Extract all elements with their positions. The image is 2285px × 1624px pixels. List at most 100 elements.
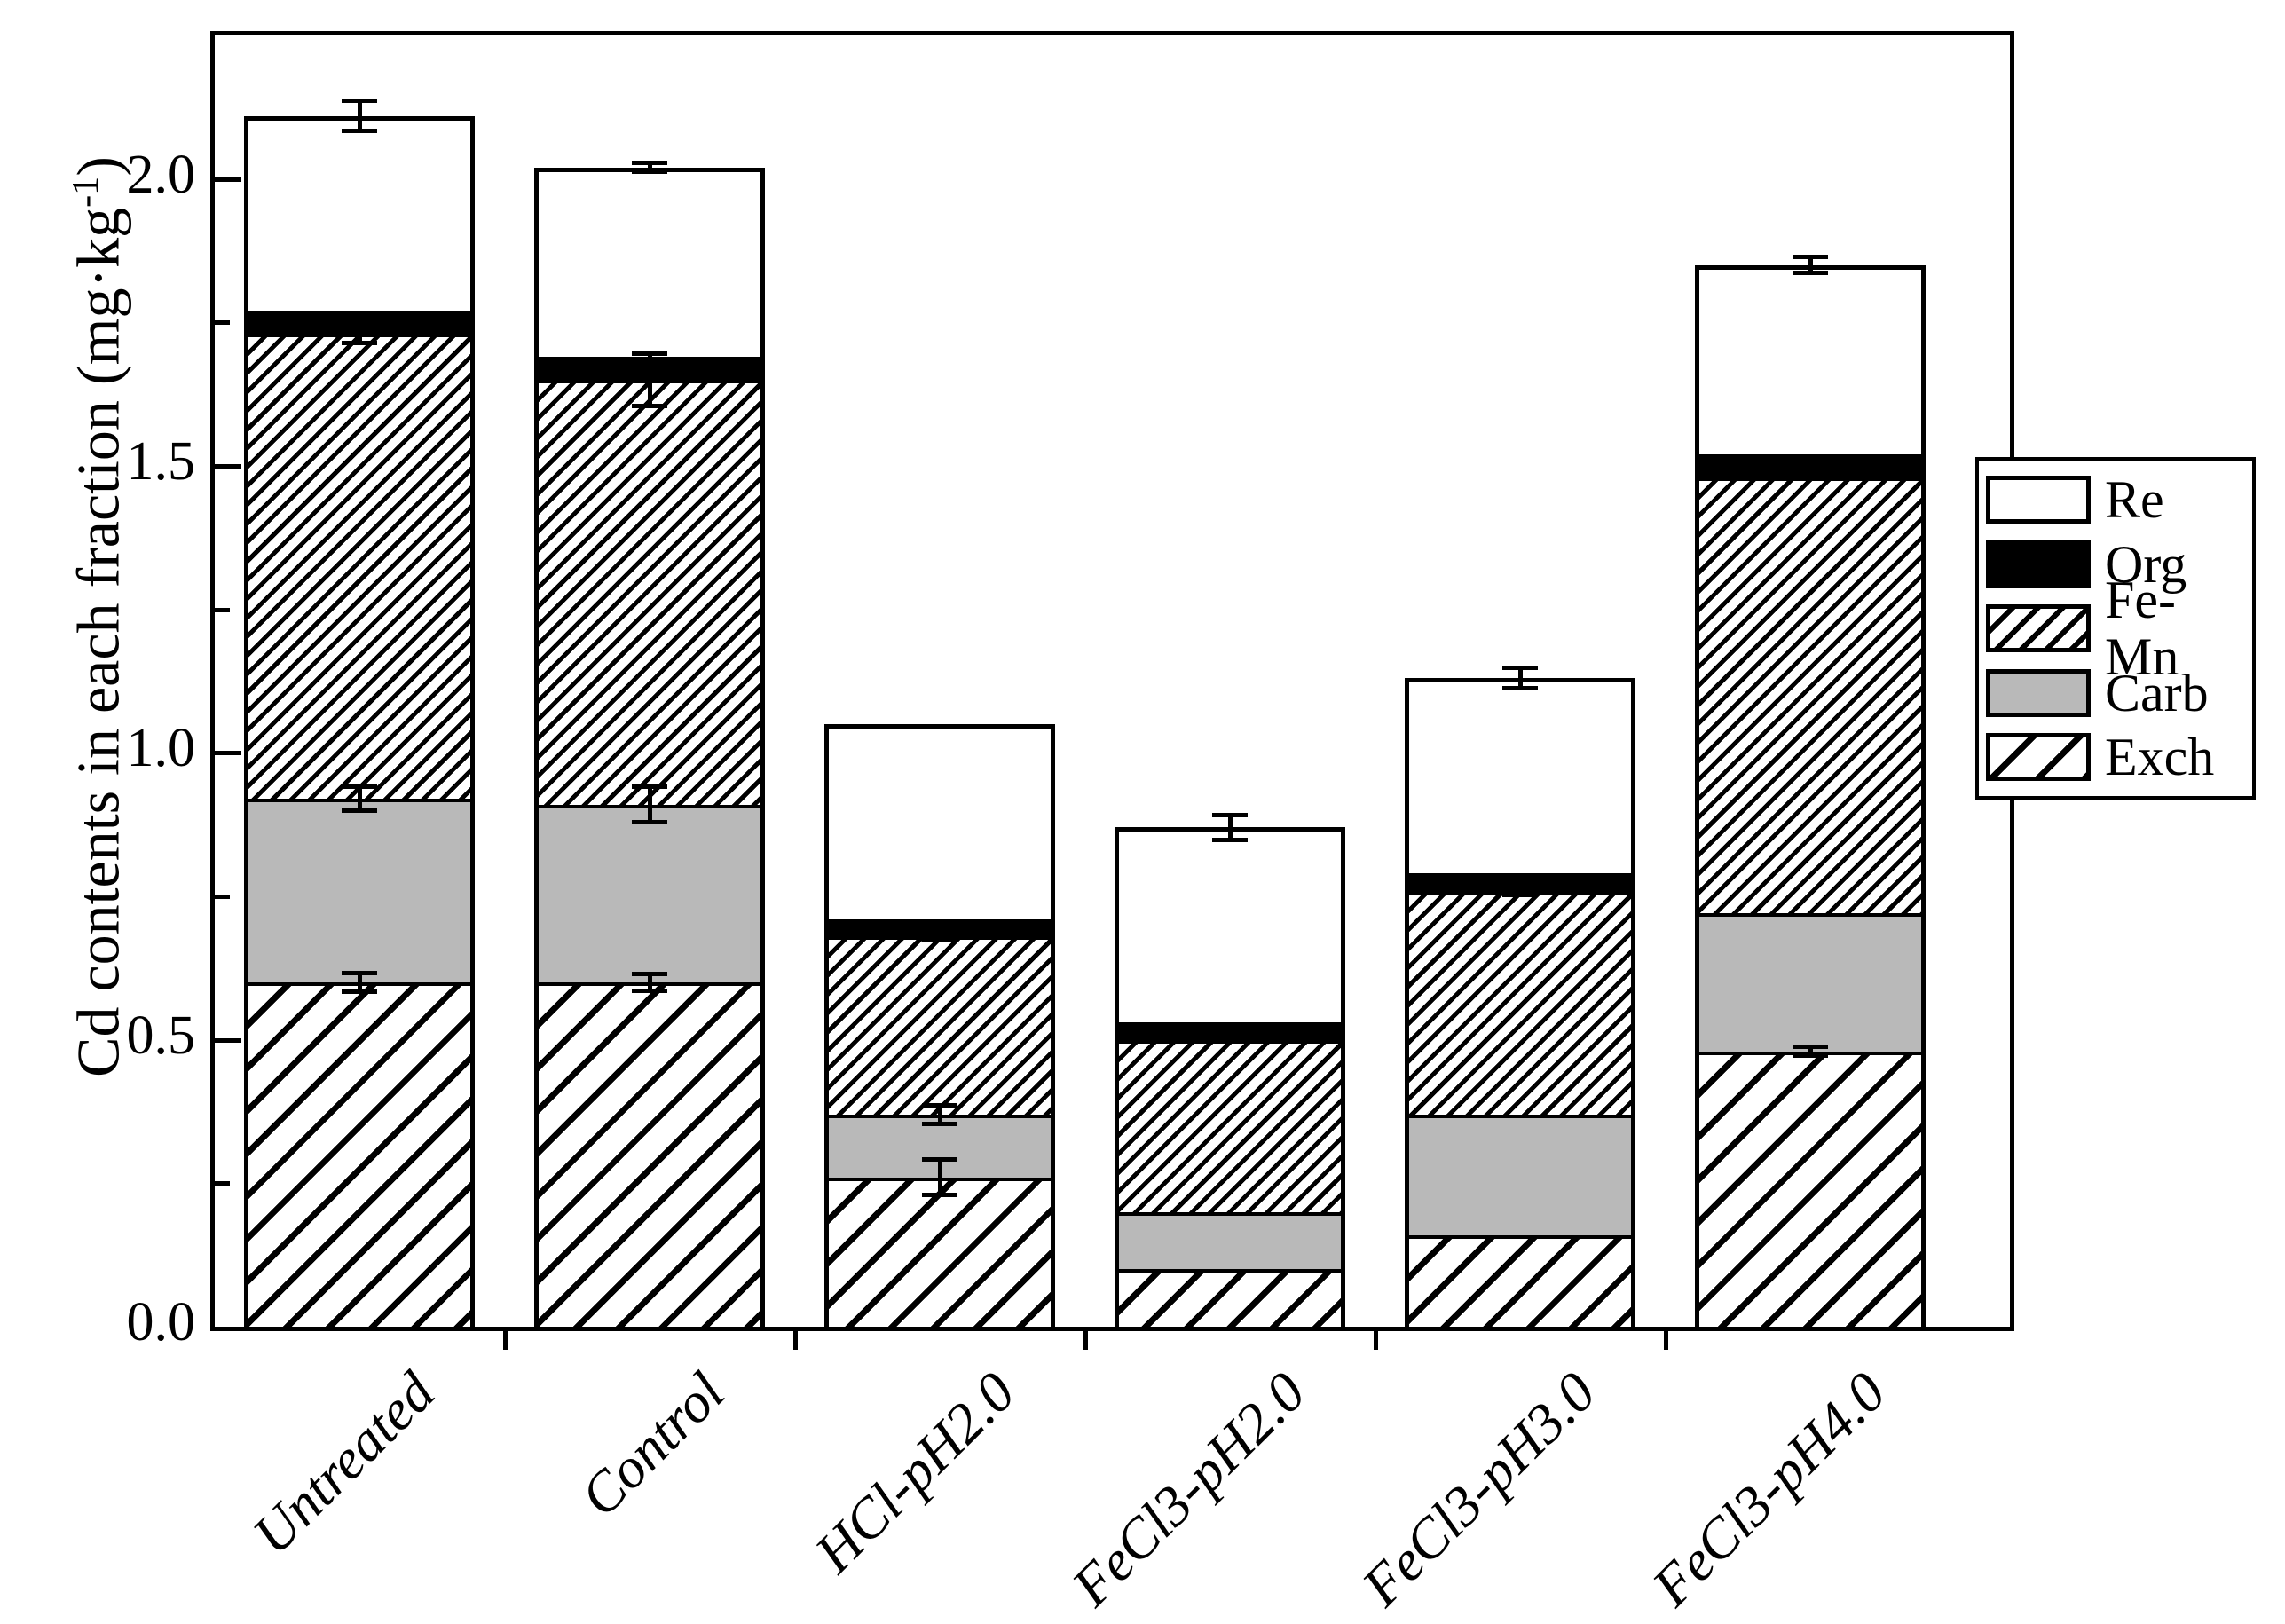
segment-re-FeCl3-pH3.0 [1405, 678, 1635, 874]
legend-label: Fe-Mn [2105, 571, 2179, 686]
error-bar-FeCl3-pH4.0 [1793, 1044, 1828, 1059]
error-bar-stem [357, 99, 362, 133]
error-bar-stem [357, 971, 362, 994]
bar-FeCl3-pH3.0 [1405, 678, 1635, 1327]
error-bar-Control [632, 351, 667, 409]
error-bar-stem [937, 1157, 942, 1198]
y-major-tick [215, 464, 241, 469]
segment-carb-Untreated [244, 799, 475, 982]
x-tick-label-FeCl3-pH3.0: FeCl3-pH3.0 [1349, 1360, 1607, 1618]
x-boundary-tick [1083, 1327, 1088, 1350]
segment-carb-FeCl3-pH4.0 [1695, 913, 1926, 1052]
error-bar-Control [632, 160, 667, 175]
x-tick-label-Control: Control [568, 1360, 737, 1529]
segment-exch-HCl-pH2.0 [824, 1177, 1055, 1327]
error-bar-cap-bottom [1212, 837, 1248, 842]
error-bar-cap-bottom [1793, 271, 1828, 276]
legend: Re Org Fe-Mn Carb Exch [1975, 457, 2256, 800]
error-bar-stem [1517, 666, 1523, 691]
legend-item-exch: Exch [1986, 729, 2245, 785]
segment-exch-Control [534, 981, 765, 1327]
error-bar-cap-bottom [922, 1121, 957, 1126]
segment-re-FeCl3-pH4.0 [1695, 264, 1926, 455]
error-bar-cap-top [1793, 1044, 1828, 1049]
segment-org-FeCl3-pH4.0 [1695, 454, 1926, 477]
y-minor-tick [215, 1181, 230, 1186]
error-bar-stem [1517, 883, 1523, 898]
error-bar-cap-bottom [342, 989, 377, 994]
re-swatch-icon [1986, 476, 2091, 524]
error-bar-FeCl3-pH4.0 [1793, 255, 1828, 276]
legend-label: Carb [2105, 663, 2209, 722]
error-bar-Untreated [342, 322, 377, 346]
bar-Untreated [244, 115, 475, 1327]
error-bar-cap-bottom [1502, 893, 1538, 898]
segment-fe-mn-FeCl3-pH2.0 [1115, 1039, 1345, 1212]
x-tick-label-FeCl3-pH2.0: FeCl3-pH2.0 [1059, 1360, 1317, 1618]
x-boundary-tick [1663, 1327, 1668, 1350]
org-swatch-icon [1986, 540, 2091, 588]
error-bar-cap-top [1502, 666, 1538, 671]
error-bar-cap-top [1212, 813, 1248, 818]
y-tick-label: 1.5 [126, 431, 196, 492]
error-bar-cap-top [632, 784, 667, 789]
segment-re-FeCl3-pH2.0 [1115, 827, 1345, 1023]
legend-label: Org [2105, 534, 2187, 594]
x-tick-label-FeCl3-pH4.0: FeCl3-pH4.0 [1639, 1360, 1897, 1618]
error-bar-cap-bottom [342, 808, 377, 814]
error-bar-cap-bottom [1793, 1053, 1828, 1059]
error-bar-cap-top [342, 99, 377, 104]
y-tick-label: 0.5 [126, 1005, 196, 1066]
error-bar-HCl-pH2.0 [922, 930, 957, 942]
bar-HCl-pH2.0 [824, 724, 1055, 1327]
error-bar-HCl-pH2.0 [922, 1102, 957, 1126]
y-minor-tick [215, 607, 230, 612]
bar-FeCl3-pH4.0 [1695, 264, 1926, 1327]
error-bar-Untreated [342, 784, 377, 814]
error-bar-cap-bottom [632, 820, 667, 825]
segment-re-Untreated [244, 115, 475, 311]
error-bar-stem [1808, 255, 1813, 276]
legend-label: Exch [2105, 728, 2215, 786]
bar-FeCl3-pH2.0 [1115, 827, 1345, 1327]
segment-re-Control [534, 167, 765, 358]
error-bar-cap-bottom [922, 1193, 957, 1198]
error-bar-cap-bottom [632, 988, 667, 993]
y-tick-label: 0.0 [126, 1292, 196, 1352]
legend-item-re: Re [1986, 471, 2245, 528]
error-bar-cap-top [632, 160, 667, 165]
y-minor-tick [215, 895, 230, 899]
exch-swatch-icon [1986, 733, 2091, 781]
legend-label: Re [2105, 470, 2164, 529]
error-bar-Untreated [342, 99, 377, 133]
y-major-tick [215, 1037, 241, 1043]
error-bar-stem [647, 160, 652, 175]
error-bar-stem [647, 784, 652, 825]
segment-fe-mn-FeCl3-pH3.0 [1405, 890, 1635, 1115]
y-axis-title-text: Cd contents in each fraction (mg·kg [64, 207, 132, 1077]
segment-carb-FeCl3-pH2.0 [1115, 1211, 1345, 1270]
segment-org-FeCl3-pH2.0 [1115, 1022, 1345, 1040]
error-bar-Untreated [342, 971, 377, 994]
y-tick-label: 2.0 [126, 144, 196, 205]
error-bar-FeCl3-pH3.0 [1502, 883, 1538, 898]
segment-fe-mn-Untreated [244, 334, 475, 800]
error-bar-cap-top [342, 971, 377, 976]
error-bar-Control [632, 972, 667, 993]
x-boundary-tick [1373, 1327, 1378, 1350]
error-bar-Control [632, 784, 667, 825]
x-tick-label-Untreated: Untreated [240, 1360, 446, 1566]
error-bar-cap-top [342, 322, 377, 327]
x-boundary-tick [502, 1327, 508, 1350]
error-bar-cap-bottom [342, 341, 377, 346]
error-bar-cap-top [922, 930, 957, 935]
segment-exch-FeCl3-pH2.0 [1115, 1269, 1345, 1327]
error-bar-stem [647, 972, 652, 993]
segment-fe-mn-FeCl3-pH4.0 [1695, 477, 1926, 914]
error-bar-cap-top [922, 1102, 957, 1108]
error-bar-cap-top [1502, 883, 1538, 888]
error-bar-FeCl3-pH2.0 [1212, 813, 1248, 842]
y-major-tick [215, 177, 241, 182]
segment-org-HCl-pH2.0 [824, 918, 1055, 937]
